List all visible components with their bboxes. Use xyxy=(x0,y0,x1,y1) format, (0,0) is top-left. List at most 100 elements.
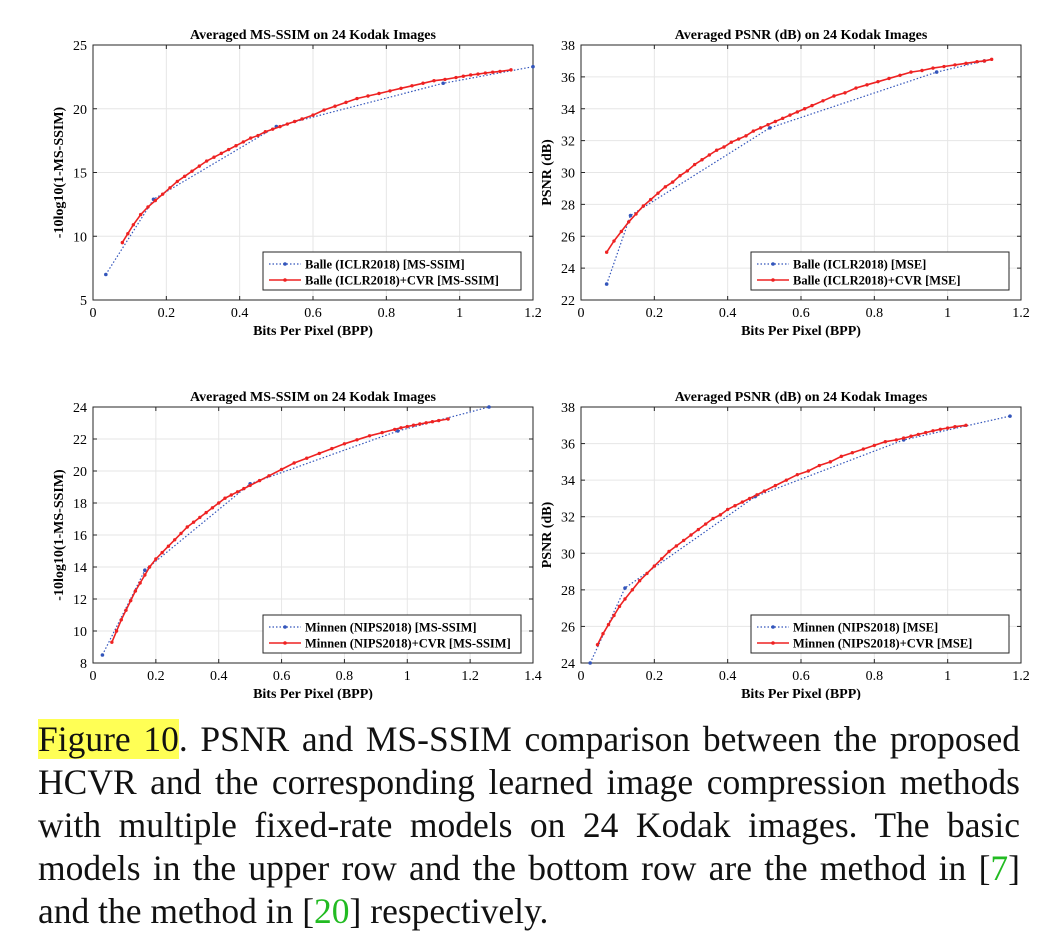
data-point-series-2 xyxy=(133,589,138,593)
data-point-series-2 xyxy=(938,427,943,432)
data-point-series-2 xyxy=(931,66,935,70)
citation-link-20[interactable]: 20 xyxy=(314,891,350,931)
data-point-series-2 xyxy=(229,493,233,497)
data-point-series-2 xyxy=(652,564,657,568)
x-tick-label: 1.4 xyxy=(524,669,542,684)
data-point-series-1 xyxy=(604,282,609,286)
legend-marker-2 xyxy=(771,278,775,282)
data-point-series-2 xyxy=(606,622,611,627)
data-point-series-2 xyxy=(623,597,627,601)
data-point-series-2 xyxy=(872,443,877,448)
data-point-series-2 xyxy=(876,79,880,84)
data-point-series-2 xyxy=(173,538,177,542)
legend-box xyxy=(262,614,522,654)
data-point-series-2 xyxy=(377,91,381,96)
data-point-series-2 xyxy=(821,99,825,103)
data-point-series-2 xyxy=(707,153,712,157)
x-axis-label: Bits Per Pixel (BPP) xyxy=(741,324,861,339)
data-point-series-2 xyxy=(663,185,668,189)
y-tick-label: 30 xyxy=(561,167,575,182)
data-point-series-2 xyxy=(982,59,987,63)
data-point-series-2 xyxy=(476,72,480,76)
y-tick-label: 38 xyxy=(561,39,575,54)
data-point-series-1 xyxy=(768,126,772,130)
data-point-series-2 xyxy=(854,86,858,90)
data-point-series-2 xyxy=(964,61,968,66)
data-point-series-2 xyxy=(344,100,348,105)
data-point-series-2 xyxy=(212,155,216,159)
data-point-series-2 xyxy=(129,598,133,603)
data-point-series-1 xyxy=(396,429,400,433)
data-point-series-2 xyxy=(703,522,708,526)
data-point-series-2 xyxy=(393,427,397,432)
data-point-series-1 xyxy=(1008,414,1012,418)
data-point-series-1 xyxy=(531,64,535,69)
data-point-series-2 xyxy=(850,451,855,455)
data-point-series-1 xyxy=(104,272,108,277)
data-point-series-2 xyxy=(637,579,642,583)
chart-bottom-left: 0 0.2 0.4 0.6 0.8 1 1.2 1.4 8 10 12 14 16 18 20 22 24 Ave… xyxy=(52,390,542,700)
x-tick-label: 1.2 xyxy=(1012,669,1030,684)
data-point-series-2 xyxy=(916,432,921,437)
data-point-series-2 xyxy=(843,91,847,95)
data-point-series-2 xyxy=(788,113,792,117)
data-point-series-2 xyxy=(498,69,502,74)
data-point-series-2 xyxy=(411,423,416,427)
data-point-series-2 xyxy=(656,191,660,195)
data-point-series-1 xyxy=(934,70,939,74)
data-point-series-2 xyxy=(300,117,304,121)
data-point-series-2 xyxy=(468,73,473,77)
caption-text-3: ] respectively. xyxy=(349,891,549,931)
x-tick-label: 0.8 xyxy=(378,306,396,321)
data-point-series-2 xyxy=(865,83,869,87)
x-tick-label: 1 xyxy=(456,306,463,321)
y-tick-label: 24 xyxy=(561,262,575,277)
data-point-series-2 xyxy=(883,440,888,444)
citation-link-7[interactable]: 7 xyxy=(990,848,1009,888)
data-point-series-2 xyxy=(648,197,653,202)
data-point-series-2 xyxy=(234,144,238,148)
data-point-series-2 xyxy=(483,71,488,75)
chart-title: Averaged MS-SSIM on 24 Kodak Images xyxy=(190,28,436,43)
data-point-series-2 xyxy=(399,86,403,91)
x-tick-label: 0.6 xyxy=(792,306,810,321)
series-line-2 xyxy=(596,424,967,646)
data-point-series-2 xyxy=(311,113,315,117)
legend-marker-1 xyxy=(771,625,775,629)
y-axis-label: PSNR (dB) xyxy=(540,139,555,206)
data-point-series-2 xyxy=(405,424,409,429)
legend-marker-2 xyxy=(771,641,775,645)
data-point-series-2 xyxy=(119,618,123,622)
legend-marker-2 xyxy=(283,278,287,282)
data-point-series-2 xyxy=(509,68,513,72)
y-tick-label: 28 xyxy=(561,584,575,599)
x-tick-label: 0 xyxy=(578,669,585,684)
data-point-series-1 xyxy=(487,405,491,409)
data-point-series-2 xyxy=(920,68,924,73)
x-tick-label: 1.2 xyxy=(524,306,542,321)
legend-label-2: Minnen (NIPS2018)+CVR [MSE] xyxy=(793,637,972,651)
y-tick-label: 20 xyxy=(73,103,87,118)
data-point-series-2 xyxy=(185,525,189,529)
legend-box xyxy=(262,251,522,291)
y-tick-label: 22 xyxy=(561,294,575,309)
data-point-series-2 xyxy=(424,421,428,425)
caption-text-2: ] and the method in [ xyxy=(38,848,1020,931)
data-point-series-2 xyxy=(143,573,147,577)
data-point-series-2 xyxy=(806,469,811,473)
y-tick-label: 26 xyxy=(561,230,575,245)
data-point-series-2 xyxy=(817,463,822,468)
data-point-series-1 xyxy=(441,81,445,86)
data-point-series-2 xyxy=(681,538,686,543)
x-tick-label: 0.8 xyxy=(866,306,884,321)
y-tick-label: 24 xyxy=(561,657,575,672)
data-point-series-2 xyxy=(120,240,125,245)
data-point-series-2 xyxy=(126,232,130,236)
y-axis-label: -10log10(1-MS-SSIM) xyxy=(52,469,67,601)
data-point-series-2 xyxy=(795,110,800,114)
y-tick-label: 34 xyxy=(561,474,575,489)
data-point-series-2 xyxy=(619,229,624,234)
chart-title: Averaged PSNR (dB) on 24 Kodak Images xyxy=(675,28,928,43)
data-point-series-2 xyxy=(953,425,957,429)
data-point-series-1 xyxy=(623,586,627,590)
